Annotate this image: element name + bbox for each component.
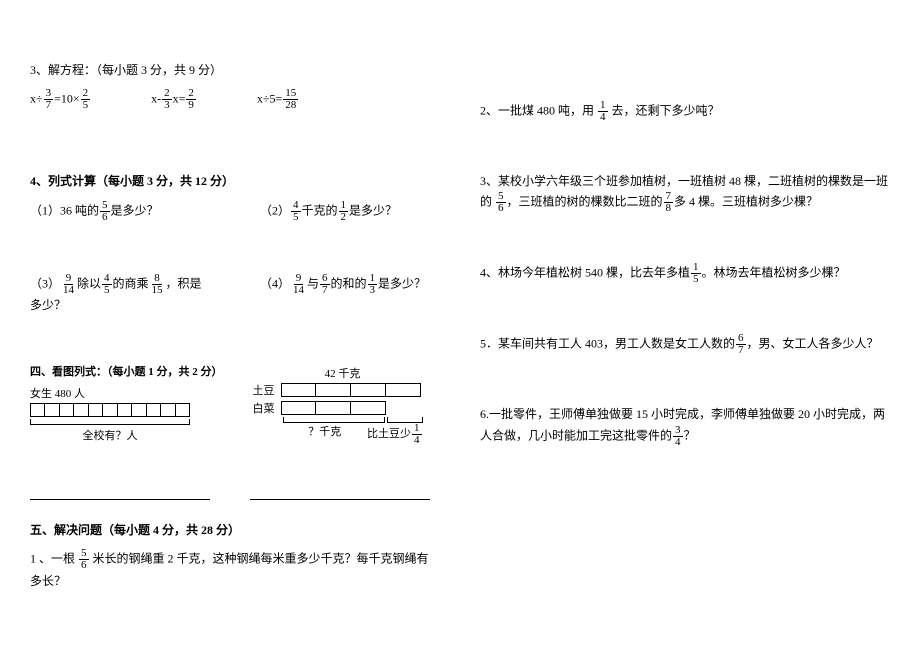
- d1-bottom-label: 全校有？人: [30, 427, 190, 443]
- q3-title: 3、解方程：（每小题 3 分，共 9 分）: [30, 60, 440, 80]
- q4-row1: （1）36 吨的56是多少？ （2）45千克的12是多少？: [30, 200, 440, 223]
- q4-row2: （3）914除以45的商乘815，积是多少？ （4）914与67的和的13是多少…: [30, 273, 440, 313]
- d2-l2: 白菜: [253, 400, 275, 416]
- d1-bracket: [30, 419, 190, 425]
- d2-q: ？千克: [283, 423, 368, 446]
- r-q2: 2、一批煤 480 吨，用 14 去，还剩下多少吨？: [480, 100, 890, 123]
- r-q5: 5．某车间共有工人 403，男工人数是女工人数的67，男、女工人各多少人？: [480, 333, 890, 356]
- d2-bar1: [281, 383, 421, 397]
- r-q3: 3、某校小学六年级三个班参加植树，一班植树 48 棵，二班植树的棵数是一班的 5…: [480, 171, 890, 214]
- blank-1: [30, 486, 210, 500]
- d2-top-label: 42 千克: [253, 365, 433, 381]
- d1-top-label: 女生 480 人: [30, 385, 223, 401]
- blank-lines: [30, 486, 440, 500]
- q4-3: （3）914除以45的商乘815，积是多少？: [30, 273, 210, 313]
- right-column: 2、一批煤 480 吨，用 14 去，还剩下多少吨？ 3、某校小学六年级三个班参…: [480, 60, 890, 630]
- diagram-2: 42 千克 土豆 白菜 ？千克 比土豆少14: [253, 363, 433, 446]
- sec5-title: 五、解决问题（每小题 4 分，共 28 分）: [30, 520, 440, 540]
- d2-r: 比土豆少14: [367, 423, 423, 446]
- d2-l1: 土豆: [253, 382, 275, 398]
- sec5-q1: 1 、一根 56 米长的钢绳重 2 千克，这种钢绳每米重多少千克？每千克钢绳有多…: [30, 548, 440, 591]
- q4-1: （1）36 吨的56是多少？: [30, 200, 210, 223]
- sec4-title: 四、看图列式：（每小题 1 分，共 2 分）: [30, 363, 223, 379]
- section4: 四、看图列式：（每小题 1 分，共 2 分） 女生 480 人 全校有？人 42…: [30, 363, 440, 446]
- eq2: x-23x=29: [151, 88, 197, 111]
- left-column: 3、解方程：（每小题 3 分，共 9 分） x÷37=10×25 x-23x=2…: [30, 60, 440, 630]
- eq1: x÷37=10×25: [30, 88, 91, 111]
- r-q6: 6.一批零件，王师傅单独做要 15 小时完成，李师傅单独做要 20 小时完成，两…: [480, 404, 890, 447]
- d1-bar: [30, 403, 190, 417]
- q4-4: （4）914与67的和的13是多少？: [260, 273, 440, 313]
- q3-equations: x÷37=10×25 x-23x=29 x÷5=1528: [30, 88, 440, 111]
- r-q4: 4、林场今年植松树 540 棵，比去年多植15。林场去年植松树多少棵？: [480, 262, 890, 285]
- d2-bar2: [281, 401, 386, 415]
- blank-2: [250, 486, 430, 500]
- q4-2: （2）45千克的12是多少？: [260, 200, 440, 223]
- eq3: x÷5=1528: [257, 88, 299, 111]
- diagram-1: 四、看图列式：（每小题 1 分，共 2 分） 女生 480 人 全校有？人: [30, 363, 223, 443]
- d2-brackets: ？千克 比土豆少14: [283, 417, 423, 446]
- q4-title: 4、列式计算（每小题 3 分，共 12 分）: [30, 171, 440, 191]
